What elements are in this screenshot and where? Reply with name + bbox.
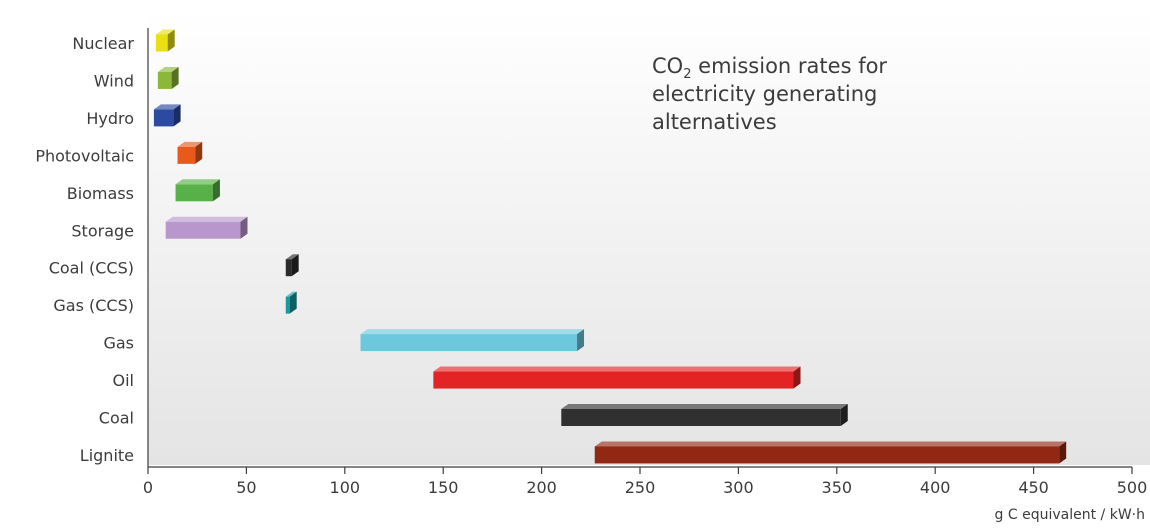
category-label-wind: Wind [94, 71, 134, 90]
category-label-lignite: Lignite [80, 446, 134, 465]
bar-side-face [240, 216, 248, 239]
bar-storage [165, 216, 248, 239]
bar-top-face [433, 366, 801, 372]
bar-gas-ccs [285, 291, 297, 314]
chart-title-line2: electricity generating [652, 82, 877, 106]
bar-coal [561, 404, 848, 426]
category-label-coal-ccs: Coal (CCS) [49, 259, 134, 278]
category-label-oil: Oil [113, 371, 134, 390]
chart-title-line1-rest: emission rates for [691, 54, 887, 78]
x-tick-label: 100 [330, 478, 361, 497]
bar-top-face [165, 216, 248, 222]
bars-layer [153, 29, 1067, 464]
bar-front-face [561, 409, 841, 426]
x-tick-label: 500 [1117, 478, 1148, 497]
bar-side-face [840, 404, 848, 426]
bar-side-face [291, 254, 299, 277]
bar-front-face [175, 184, 213, 202]
bar-top-face [155, 29, 175, 35]
x-tick-label: 0 [143, 478, 153, 497]
category-label-gas-ccs: Gas (CCS) [53, 296, 134, 315]
bar-front-face [285, 296, 290, 314]
category-label-biomass: Biomass [67, 184, 134, 203]
x-tick-label: 450 [1018, 478, 1049, 497]
bar-front-face [360, 334, 578, 352]
bar-side-face [212, 179, 220, 202]
bar-wind [157, 66, 179, 89]
bar-lignite [594, 441, 1067, 464]
bar-top-face [561, 404, 848, 409]
bar-side-face [171, 66, 179, 89]
bar-hydro [153, 104, 181, 127]
bar-top-face [594, 441, 1067, 447]
category-label-storage: Storage [71, 221, 134, 240]
bar-front-face [177, 146, 196, 164]
x-tick-label: 350 [822, 478, 853, 497]
plot-background [148, 10, 1150, 465]
bar-coal-ccs [285, 254, 299, 277]
bar-top-face [157, 66, 179, 72]
x-axis-unit-label: g C equivalent / kW·h [995, 507, 1145, 523]
bar-top-face [285, 254, 299, 260]
bar-side-face [195, 141, 203, 164]
bar-nuclear [155, 29, 175, 52]
bar-top-face [285, 291, 297, 297]
x-tick-label: 50 [236, 478, 256, 497]
chart-title-co: CO [652, 54, 683, 78]
chart-title-line3: alternatives [652, 110, 777, 134]
bar-front-face [165, 221, 241, 239]
category-labels: Nuclear Wind Hydro Photovoltaic Biomass Stora… [35, 34, 134, 465]
x-tick-label: 250 [625, 478, 656, 497]
chart-title-subscript: 2 [683, 67, 691, 82]
bar-front-face [157, 71, 172, 89]
bar-gas [360, 329, 585, 352]
category-label-photovoltaic: Photovoltaic [35, 146, 134, 165]
bar-side-face [289, 291, 297, 314]
category-label-hydro: Hydro [86, 109, 134, 128]
bar-front-face [433, 371, 794, 389]
bar-front-face [594, 446, 1060, 464]
bar-front-face [153, 109, 174, 127]
bar-side-face [1059, 441, 1067, 464]
x-tick-label: 300 [723, 478, 754, 497]
bar-front-face [155, 34, 168, 52]
chart-title: CO2 emission rates for electricity gener… [652, 54, 894, 134]
category-label-gas: Gas [103, 334, 134, 353]
bar-side-face [793, 366, 801, 389]
bar-photovoltaic [177, 141, 203, 164]
bar-front-face [285, 259, 292, 277]
bar-side-face [577, 329, 585, 352]
x-tick-label: 150 [428, 478, 459, 497]
category-label-nuclear: Nuclear [72, 34, 134, 53]
bar-biomass [175, 179, 220, 202]
bar-top-face [175, 179, 220, 185]
bar-top-face [153, 104, 181, 110]
category-label-coal: Coal [99, 409, 134, 428]
x-tick-label: 200 [526, 478, 557, 497]
x-ticks: 0 50 100 150 200 250 300 350 400 450 500 [143, 467, 1147, 497]
bar-side-face [167, 29, 175, 52]
bar-side-face [173, 104, 181, 127]
bar-top-face [360, 329, 585, 335]
bar-top-face [177, 141, 203, 147]
bar-oil [433, 366, 801, 389]
x-tick-label: 400 [920, 478, 951, 497]
